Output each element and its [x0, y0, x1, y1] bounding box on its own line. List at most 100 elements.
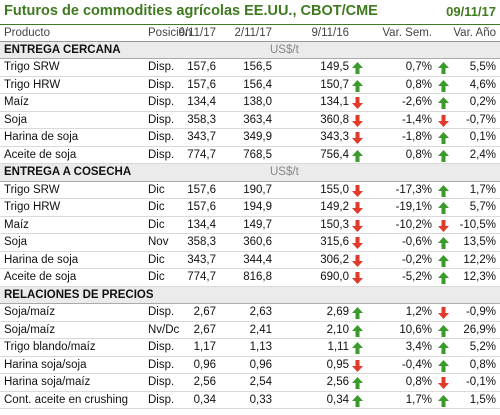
arrow-shape: [438, 62, 449, 74]
cell-text: Disp.: [148, 341, 175, 353]
cell-text: -0,9%: [465, 306, 496, 318]
cell-text: 13,5%: [463, 236, 496, 248]
data-row: Trigo SRW Disp. 157,6 156,5 149,5 0,7% 5,5%: [0, 59, 500, 77]
cell-text: -10,5%: [459, 218, 496, 231]
cell-text: 0,96: [249, 358, 272, 371]
arrow-down: [352, 132, 363, 144]
arrow-up: [438, 237, 449, 249]
arrow-down: [352, 219, 363, 232]
cell-text: 10,6%: [399, 323, 432, 336]
cell-text: 360,6: [243, 236, 272, 248]
arrow-up: [352, 62, 363, 74]
cell-text: Disp.: [148, 393, 175, 406]
cell-text: 5,2%: [469, 341, 496, 353]
cell-text: 156,4: [243, 78, 272, 91]
column-header: 2/11/17: [234, 27, 272, 39]
cell-text: 1,7%: [405, 393, 432, 406]
column-header: 9/11/16: [311, 27, 349, 39]
cell-text: 194,9: [243, 201, 272, 213]
cell-text: 0,34: [193, 393, 216, 406]
cell-text: 134,4: [187, 96, 216, 108]
arrow-shape: [352, 202, 363, 214]
cell-text: 1,17: [193, 341, 216, 353]
cell-text: 156,5: [243, 61, 272, 73]
arrow-up: [438, 394, 449, 407]
cell-text: -0,6%: [401, 236, 432, 248]
cell-text: Nv/Dc: [148, 323, 180, 336]
cell-text: 0,2%: [469, 96, 496, 108]
cell-text: 756,4: [320, 148, 349, 161]
arrow-up: [352, 377, 363, 389]
column-header: Producto: [4, 27, 51, 39]
cell-text: 2,54: [249, 376, 272, 388]
cell-text: 1,11: [327, 341, 349, 353]
cell-text: 360,8: [320, 113, 349, 126]
cell-text: -1,4%: [401, 113, 432, 126]
cell-text: -0,7%: [465, 113, 496, 126]
arrow-down: [352, 254, 363, 267]
cell-text: 344,4: [243, 253, 272, 266]
arrow-shape: [438, 202, 449, 214]
cell-text: 774,7: [187, 148, 216, 161]
arrow-down: [352, 202, 363, 214]
arrow-up: [438, 132, 449, 144]
cell-text: 358,3: [187, 236, 216, 248]
title: Futuros de commodities agrícolas EE.UU.,…: [4, 3, 378, 19]
section-unit: US$/t: [270, 166, 299, 178]
data-row: Maíz Dic 134,4 149,7 150,3 -10,2% -10,5%: [0, 217, 500, 234]
cell-text: 2,41: [249, 323, 272, 336]
arrow-up: [352, 307, 363, 319]
arrow-shape: [438, 114, 449, 127]
cell-text: 0,1%: [469, 131, 496, 143]
cell-text: 2,67: [193, 323, 216, 336]
cell-text: Harina de soja: [4, 253, 79, 266]
data-row: Harina de soja Dic 343,7 344,4 306,2 -0,2% 12,…: [0, 252, 500, 269]
arrow-shape: [352, 342, 363, 354]
cell-text: -0,2%: [401, 253, 432, 266]
cell-text: -5,2%: [401, 271, 432, 283]
cell-text: 157,6: [187, 61, 216, 73]
cell-text: Dic: [148, 253, 165, 266]
arrow-shape: [438, 377, 449, 389]
cell-text: -0,4%: [401, 358, 432, 371]
section-row: ENTREGA CERCANA US$/t: [0, 41, 500, 59]
arrow-shape: [438, 219, 449, 232]
column-header: Var. Año: [453, 27, 496, 39]
section-row: RELACIONES DE PRECIOS: [0, 286, 500, 304]
arrow-shape: [438, 394, 449, 407]
cell-text: -17,3%: [395, 183, 432, 196]
cell-text: Nov: [148, 236, 169, 248]
column-header: 9/11/17: [178, 27, 216, 39]
arrow-up: [438, 254, 449, 267]
cell-text: 5,5%: [469, 61, 496, 73]
cell-text: Maíz: [4, 218, 29, 231]
cell-text: Trigo HRW: [4, 78, 61, 91]
cell-text: Harina soja/maíz: [4, 376, 91, 388]
arrow-shape: [438, 184, 449, 197]
cell-text: Disp.: [148, 113, 175, 126]
arrow-down: [438, 377, 449, 389]
arrow-down: [438, 114, 449, 127]
arrow-down: [352, 114, 363, 127]
cell-text: 4,6%: [469, 78, 496, 91]
cell-text: 190,7: [243, 183, 272, 196]
data-row: Trigo HRW Dic 157,6 194,9 149,2 -19,1% 5,7%: [0, 199, 500, 217]
arrow-up: [438, 97, 449, 109]
arrow-down: [352, 359, 363, 372]
cell-text: 155,0: [320, 183, 349, 196]
arrow-shape: [352, 219, 363, 232]
arrow-shape: [352, 62, 363, 74]
cell-text: Disp.: [148, 96, 175, 108]
arrow-shape: [352, 184, 363, 197]
arrow-shape: [352, 272, 363, 284]
cell-text: 2,4%: [469, 148, 496, 161]
arrow-down: [438, 219, 449, 232]
data-row: Harina soja/soja Disp. 0,96 0,96 0,95 -0,4% 0,…: [0, 357, 500, 374]
arrow-shape: [352, 377, 363, 389]
cell-text: 358,3: [187, 113, 216, 126]
cell-text: 0,96: [193, 358, 216, 371]
cell-text: 816,8: [243, 271, 272, 283]
cell-text: 149,7: [243, 218, 272, 231]
cell-text: 0,8%: [469, 358, 496, 371]
arrow-shape: [438, 149, 449, 162]
